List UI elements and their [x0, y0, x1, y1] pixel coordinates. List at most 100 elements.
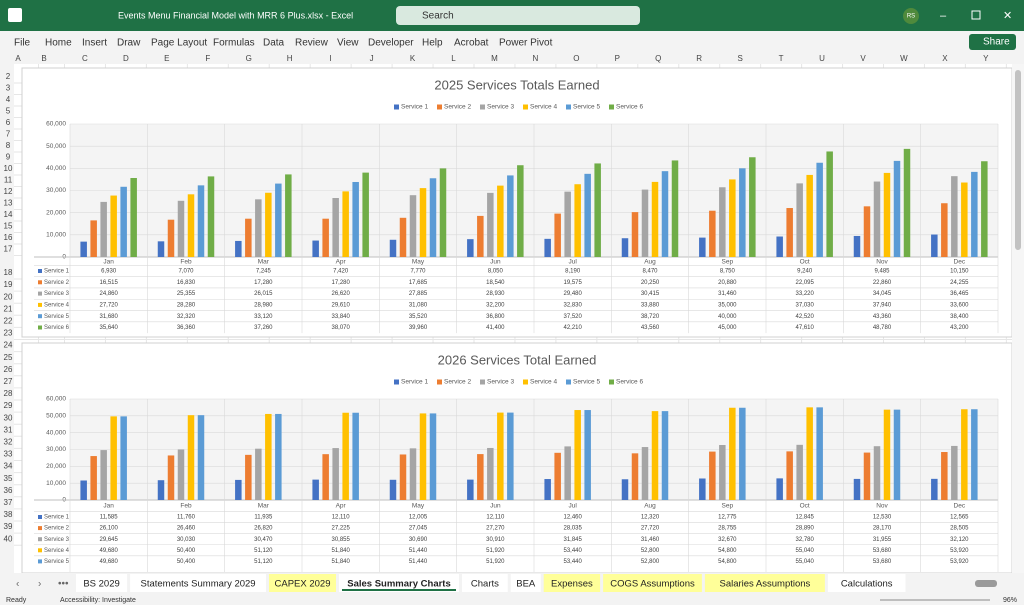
bar [429, 178, 437, 257]
sheet-tab[interactable] [269, 574, 336, 592]
bar [342, 412, 349, 500]
bar [255, 448, 262, 500]
legend-swatch [523, 379, 528, 385]
chart-title: 2026 Services Total Earned [438, 352, 597, 367]
bar [80, 241, 87, 257]
tab-scroll-right[interactable]: › [38, 579, 41, 590]
bar [931, 478, 938, 500]
table-series-name: Service 5 [44, 314, 70, 320]
sheet-tab[interactable] [704, 574, 825, 592]
sheet-tab[interactable] [543, 574, 601, 592]
bar [389, 239, 397, 257]
x-tick-label: May [412, 259, 425, 266]
x-tick-label: Jun [490, 503, 501, 510]
table-value: 29,610 [331, 302, 350, 308]
menu-item[interactable]: File [14, 38, 31, 49]
row-header: 9 [6, 153, 11, 162]
bar [312, 479, 319, 500]
menu-item[interactable]: Formulas [213, 38, 255, 49]
h-scroll-thumb[interactable] [975, 580, 997, 587]
table-value: 26,460 [177, 526, 196, 532]
column-header: O [573, 54, 579, 63]
y-tick-label: 30,000 [46, 446, 66, 453]
bar [796, 444, 803, 500]
table-value: 33,840 [331, 314, 350, 320]
table-value: 53,920 [950, 548, 969, 554]
maximize[interactable] [971, 10, 981, 20]
table-value: 20,250 [641, 280, 660, 286]
bar [497, 185, 504, 257]
table-value: 28,890 [795, 526, 814, 532]
row-header-bar [0, 53, 14, 573]
table-value: 51,440 [409, 559, 428, 565]
menu-item[interactable]: Help [422, 38, 443, 49]
row-header: 19 [4, 280, 13, 289]
bar [951, 445, 958, 500]
share-button[interactable] [969, 34, 1016, 50]
bar [873, 181, 881, 257]
bar [564, 446, 571, 500]
menu-item[interactable]: Home [45, 38, 72, 49]
menu-item[interactable]: Acrobat [454, 38, 489, 49]
table-value: 31,845 [563, 537, 582, 543]
sheet-tab[interactable] [510, 574, 541, 592]
bar [439, 168, 447, 257]
sheet-tab[interactable] [462, 574, 508, 592]
sheet-tab[interactable] [603, 574, 702, 592]
row-header: 37 [4, 498, 13, 507]
table-value: 53,680 [873, 559, 892, 565]
sheet-tab[interactable] [76, 574, 128, 592]
close[interactable]: ✕ [1003, 10, 1012, 22]
status-bar [0, 594, 1024, 605]
bar [352, 412, 359, 500]
bar [487, 192, 494, 257]
menu-item[interactable]: View [337, 38, 359, 49]
row-header: 24 [4, 341, 13, 350]
row-header: 32 [4, 438, 13, 447]
row-header: 31 [4, 425, 13, 434]
bar [322, 218, 329, 257]
table-value: 12,005 [409, 515, 428, 521]
bar [285, 174, 292, 257]
x-tick-label: Apr [336, 259, 347, 266]
table-value: 12,110 [486, 515, 505, 521]
user-avatar[interactable] [903, 8, 919, 24]
x-tick-label: Jul [569, 503, 578, 510]
search-box[interactable] [396, 6, 640, 25]
bar [883, 172, 891, 257]
table-value: 10,150 [950, 269, 969, 275]
bar [477, 215, 484, 257]
tab-more[interactable]: ••• [58, 579, 69, 590]
table-key [38, 515, 42, 519]
column-header: I [330, 54, 332, 63]
sheet-tab[interactable] [339, 574, 459, 592]
menu-item[interactable]: Page Layout [151, 38, 207, 49]
table-value: 30,690 [409, 537, 428, 543]
y-tick-label: 50,000 [46, 413, 66, 420]
scroll-thumb[interactable] [1015, 70, 1021, 250]
menu-item[interactable]: Developer [368, 38, 414, 49]
bar [399, 217, 407, 257]
sheet-tab[interactable] [130, 574, 266, 592]
status-accessibility[interactable]: Accessibility: Investigate [60, 597, 136, 604]
table-value: 12,110 [332, 515, 351, 521]
bar [110, 195, 117, 257]
bar [157, 480, 165, 500]
sheet-tab[interactable] [827, 574, 906, 592]
menu-item[interactable]: Insert [82, 38, 107, 49]
table-value: 9,485 [874, 269, 890, 275]
menu-item[interactable]: Review [295, 38, 329, 49]
menu-item[interactable]: Power Pivot [499, 38, 553, 49]
table-series-name: Service 6 [44, 325, 70, 331]
column-header: F [205, 54, 210, 63]
menu-item[interactable]: Data [263, 38, 285, 49]
table-series-name: Service 1 [44, 269, 70, 275]
tab-scroll-left[interactable]: ‹ [16, 579, 19, 590]
y-tick-label: 60,000 [46, 396, 66, 403]
table-value: 45,000 [718, 325, 737, 331]
table-value: 51,840 [331, 548, 350, 554]
minimize[interactable]: – [940, 10, 947, 22]
bar [467, 239, 474, 257]
menu-item[interactable]: Draw [117, 38, 141, 49]
bar [507, 175, 514, 257]
